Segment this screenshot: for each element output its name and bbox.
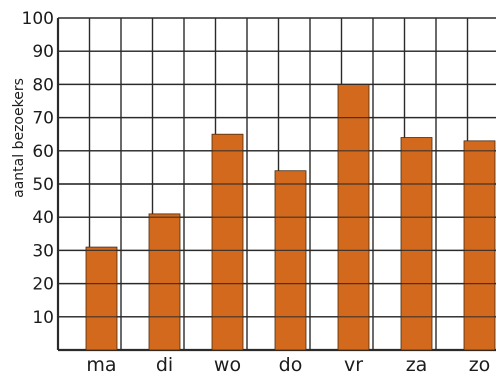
bar-ma <box>85 246 118 351</box>
y-tick-label: 20 <box>32 275 54 295</box>
x-category-label: do <box>279 354 303 376</box>
x-category-labels: ma di wo do vr za zo <box>86 354 490 376</box>
y-tick-label: 30 <box>32 241 54 261</box>
y-tick-label: 80 <box>32 75 54 95</box>
x-category-label: di <box>156 354 173 376</box>
x-category-label: ma <box>86 354 116 376</box>
x-category-label: za <box>406 354 428 376</box>
bar-di <box>148 213 181 351</box>
x-category-label: zo <box>469 354 491 376</box>
y-axis-label: aantal bezoekers <box>11 78 27 198</box>
x-category-label: vr <box>344 354 363 376</box>
x-category-label: wo <box>214 354 241 376</box>
y-tick-label: 50 <box>32 175 54 195</box>
y-tick-labels: 10 20 30 40 50 60 70 80 90 100 <box>22 9 54 328</box>
y-tick-label: 100 <box>22 9 54 29</box>
grid-overlay <box>58 50 496 318</box>
y-tick-label: 90 <box>32 42 54 62</box>
bar-wo <box>211 133 244 351</box>
bar-zo <box>463 140 496 351</box>
y-tick-label: 70 <box>32 109 54 129</box>
bar-do <box>274 170 307 351</box>
y-tick-label: 10 <box>32 308 54 328</box>
bar-za <box>400 137 433 351</box>
y-tick-label: 60 <box>32 142 54 162</box>
y-tick-label: 40 <box>32 208 54 228</box>
